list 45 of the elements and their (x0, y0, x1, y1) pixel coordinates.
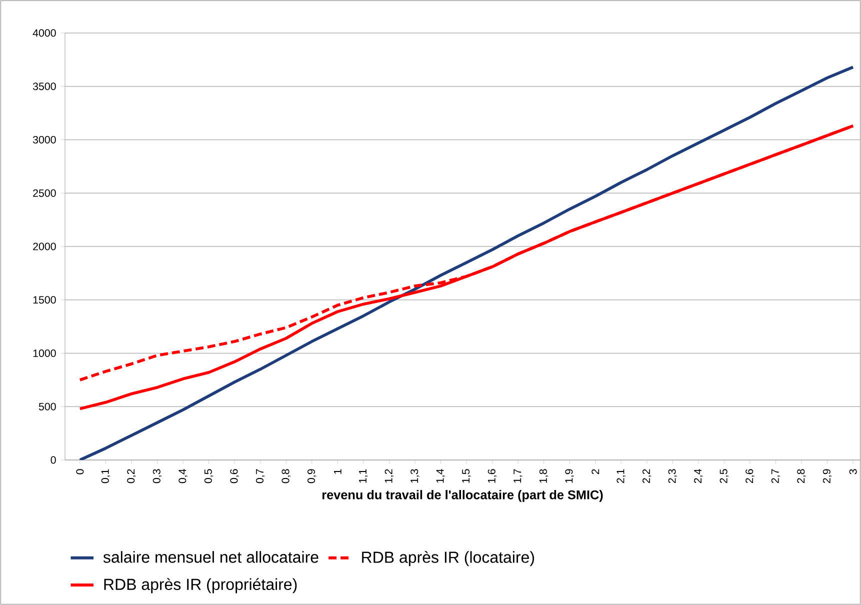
x-tick-label: 1,6 (488, 469, 497, 483)
x-tick-label: 0,8 (282, 469, 291, 484)
x-tick-label: 1,3 (410, 469, 420, 483)
legend-label: salaire mensuel net allocataire (103, 551, 318, 563)
x-tick-label: 1,4 (436, 469, 446, 483)
x-tick-label: 2,4 (694, 469, 703, 483)
y-tick-label: 1500 (33, 296, 56, 304)
line-series (78, 66, 855, 460)
legend-label: RDB après IR (locataire) (362, 550, 534, 566)
y-tick-label: 500 (38, 402, 56, 410)
y-tick-label: 2500 (33, 189, 56, 197)
x-tick-label: 1,7 (514, 469, 522, 483)
x-tick-label: 2,3 (668, 469, 678, 483)
x-tick-label: 2,6 (746, 469, 754, 483)
x-tick-label: 2,5 (720, 469, 729, 483)
x-tick-label: 0,1 (101, 469, 110, 484)
x-axis-title: revenu du travail de l'allocataire (part de SMIC) (322, 490, 603, 502)
x-tick-label: 0 (76, 469, 84, 474)
x-tick-label: 0,6 (230, 469, 239, 484)
x-tick-label: 0,9 (307, 469, 316, 484)
y-tick-label: 0 (50, 456, 56, 464)
x-tick-label: 2,9 (822, 469, 832, 483)
x-tick-label: 0,3 (152, 469, 162, 484)
y-tick-label: 2000 (33, 242, 56, 250)
x-tick-label: 1,1 (359, 469, 368, 483)
x-tick-label: 2,2 (642, 469, 652, 483)
x-tick-label: 1,2 (384, 469, 394, 483)
y-tick-label: 3500 (32, 82, 56, 90)
x-tick-label: 2,1 (616, 469, 626, 483)
x-tick-label: 2,8 (797, 469, 806, 483)
x-tick-label: 1,9 (565, 469, 574, 483)
legend-label: RDB après IR (propriétaire) (104, 578, 297, 594)
y-tick-label: 1000 (33, 349, 56, 358)
y-tick-label: 4000 (32, 29, 56, 37)
x-tick-label: 1 (334, 469, 342, 474)
x-tick-label: 0,4 (178, 469, 188, 484)
x-tick-label: 0,2 (127, 469, 136, 484)
x-tick-label: 0,5 (204, 469, 214, 484)
y-tick-label: 3000 (32, 136, 56, 144)
x-tick-label: 2,7 (771, 469, 780, 483)
x-tick-label: 0,7 (256, 469, 265, 484)
x-tick-label: 1,5 (462, 469, 471, 483)
x-tick-label: 1,8 (539, 469, 548, 483)
x-tick-label: 3 (849, 469, 857, 474)
x-tick-label: 2 (592, 469, 600, 474)
